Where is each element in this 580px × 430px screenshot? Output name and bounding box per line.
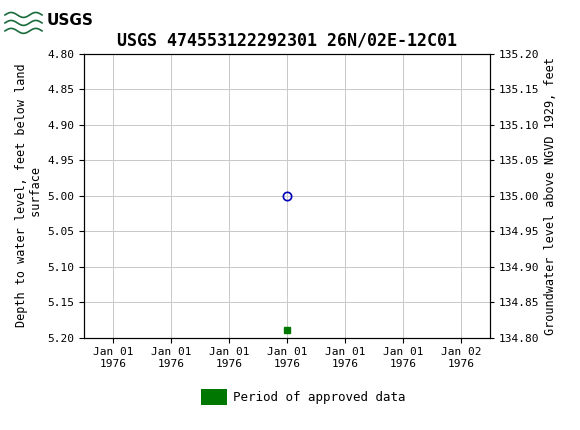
Y-axis label: Depth to water level, feet below land
 surface: Depth to water level, feet below land su… xyxy=(15,64,44,328)
Text: Period of approved data: Period of approved data xyxy=(233,391,405,404)
Text: USGS: USGS xyxy=(47,13,94,28)
FancyBboxPatch shape xyxy=(4,3,92,38)
Title: USGS 474553122292301 26N/02E-12C01: USGS 474553122292301 26N/02E-12C01 xyxy=(117,31,457,49)
Y-axis label: Groundwater level above NGVD 1929, feet: Groundwater level above NGVD 1929, feet xyxy=(544,57,557,335)
FancyBboxPatch shape xyxy=(201,389,227,405)
